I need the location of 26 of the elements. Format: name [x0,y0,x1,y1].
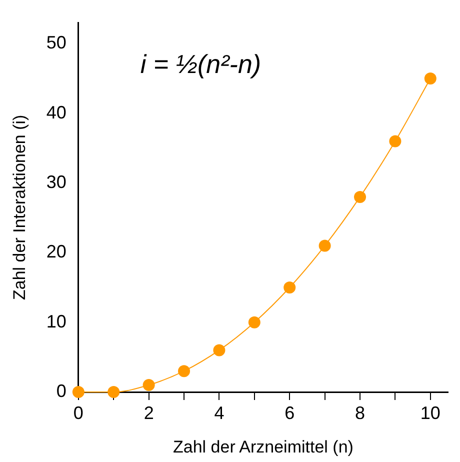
x-tick-label: 4 [214,402,224,423]
annotation: i = ½(n²-n) [140,49,262,80]
point [72,386,84,398]
y-tick-label: 20 [46,242,66,262]
y-axis-title: Zahl der Interaktionen (i) [10,114,29,300]
x-tick-label: 10 [420,402,440,423]
x-axis-title: Zahl der Arzneimittel (n) [172,437,354,456]
y-tick-label: 30 [46,172,66,192]
y-tick-label: 0 [56,380,66,401]
x-tick-label: 2 [144,402,154,423]
x-tick-label: 6 [284,402,295,423]
point [284,282,296,294]
point [178,365,190,378]
y-tick-label: 10 [46,311,66,332]
point [318,240,331,252]
x-tick-label: 0 [73,402,84,423]
y-tick-label: 40 [46,102,66,122]
point [108,386,120,398]
point [142,379,155,392]
point [424,72,436,85]
x-tick-label: 8 [354,402,366,423]
point [354,190,366,203]
point [213,344,226,356]
point [389,135,402,148]
y-tick-label: 50 [46,32,66,53]
point [248,316,260,328]
